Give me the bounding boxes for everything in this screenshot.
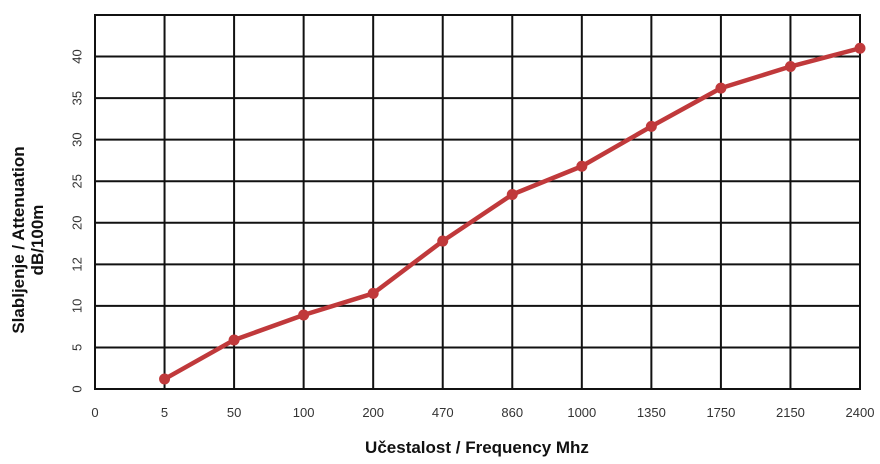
y-tick-label: 0	[70, 385, 85, 392]
x-tick-label: 2400	[846, 405, 875, 420]
y-axis-title-line2: dB/100m	[28, 205, 47, 276]
x-tick-label: 1000	[567, 405, 596, 420]
series-layer	[159, 42, 866, 385]
x-tick-label: 1350	[637, 405, 666, 420]
x-tick-label: 1750	[706, 405, 735, 420]
plot-frame	[94, 14, 861, 390]
x-tick-label: 5	[161, 405, 168, 420]
y-tick-label: 30	[70, 132, 85, 146]
y-axis-title-line1: Slabljenje / Attenuation	[9, 146, 28, 333]
grid	[95, 15, 860, 389]
y-tick-label: 20	[70, 216, 85, 230]
x-tick-label: 0	[91, 405, 98, 420]
x-tick-label: 2150	[776, 405, 805, 420]
x-tick-label: 200	[362, 405, 384, 420]
x-tick-label: 100	[293, 405, 315, 420]
data-point	[715, 82, 727, 94]
data-point	[784, 61, 796, 73]
data-point	[367, 287, 379, 299]
x-tick-label: 860	[501, 405, 523, 420]
x-axis-ticks: 0 5 50 100 200 470 860 1000 1350 1750 2150 2400	[91, 405, 874, 420]
x-tick-label: 50	[227, 405, 241, 420]
y-tick-label: 12	[70, 257, 85, 271]
data-point	[228, 334, 240, 346]
data-point	[645, 120, 657, 132]
data-point	[159, 373, 171, 385]
x-tick-label: 470	[432, 405, 454, 420]
y-axis-ticks: 0 5 10 12 20 25 30 35 40	[70, 49, 85, 392]
y-tick-label: 25	[70, 174, 85, 188]
y-tick-label: 35	[70, 91, 85, 105]
data-point	[854, 42, 866, 54]
data-point	[576, 160, 588, 172]
data-point	[298, 309, 310, 321]
y-tick-label: 40	[70, 49, 85, 63]
y-tick-label: 5	[70, 344, 85, 351]
y-tick-label: 10	[70, 299, 85, 313]
data-point	[437, 235, 449, 247]
data-point	[506, 189, 518, 201]
x-axis-title: Učestalost / Frequency Mhz	[365, 438, 589, 457]
